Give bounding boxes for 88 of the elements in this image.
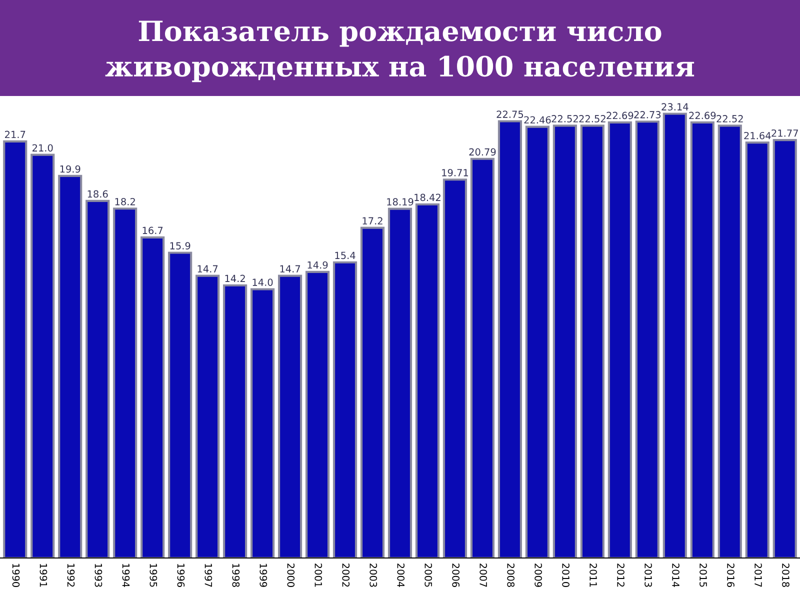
x-tick-label: 2016 [727,564,734,587]
bar [552,124,577,558]
data-label: 18.42 [414,194,440,202]
data-label: 21.64 [744,132,771,140]
x-tick-label: 1999 [260,564,268,587]
data-label: 22.75 [496,110,524,118]
x-tick-label: 1990 [12,564,20,587]
bar [745,142,770,558]
bar [196,274,220,558]
data-label: 15.9 [170,242,190,250]
data-label: 20.79 [469,148,496,156]
bar [113,208,138,558]
x-tick-label: 1996 [177,564,185,587]
bar [250,288,275,558]
x-tick-label: 2003 [370,564,378,587]
x-tick-label: 2009 [534,564,542,587]
data-label: 19.71 [442,168,468,176]
x-tick-label: 1991 [40,564,48,587]
data-label: 21.0 [32,144,53,152]
bar [690,121,714,558]
data-label: 22.46 [524,116,551,124]
bar [470,158,495,558]
data-label: 22.73 [634,111,661,118]
bar [305,270,330,558]
x-tick-label: 1994 [122,564,130,588]
bar [525,126,550,558]
bar [278,274,302,558]
bar [168,252,192,558]
x-tick-label: 2007 [480,564,488,587]
x-tick-label: 2008 [507,564,514,587]
bar [30,154,55,558]
data-label: 15.4 [335,252,356,260]
bar [360,226,385,558]
bar [580,124,604,558]
data-label: 16.7 [142,226,163,234]
data-label: 18.2 [115,198,135,206]
x-tick-label: 2001 [314,564,322,587]
x-tick-label: 2017 [754,564,762,587]
data-label: 17.2 [362,217,382,224]
data-label: 22.52 [579,115,606,122]
bar [718,124,742,558]
bar [608,121,632,558]
x-tick-label: 2014 [672,564,680,588]
data-label: 21.77 [772,129,798,137]
bar [442,178,468,558]
bar [772,139,797,558]
data-label: 14.9 [308,261,328,269]
data-label: 22.52 [552,115,578,122]
bar [388,208,412,558]
bar [662,112,687,558]
data-label: 14.7 [280,265,300,272]
data-label: 22.69 [689,112,716,120]
bar [415,203,440,558]
bar [86,200,110,558]
data-label: 22.52 [716,115,743,122]
x-tick-label: 1995 [150,564,158,587]
bar [3,140,28,558]
chart-title: Показатель рождаемости число живорожденных на 1000 населения [105,20,694,82]
x-tick-label: 2002 [342,564,350,587]
x-tick-label: 2005 [424,564,432,587]
data-label: 14.2 [225,274,245,282]
data-label: 14.0 [252,278,273,286]
x-tick-label: 1993 [94,564,102,587]
x-tick-label: 2004 [397,564,405,588]
bar [140,236,165,558]
x-tick-label: 2000 [287,564,295,587]
x-tick-label: 2012 [617,564,624,587]
data-label: 22.69 [606,112,634,120]
bar [223,284,248,558]
x-tick-label: 1998 [232,564,240,587]
x-tick-label: 2010 [562,564,570,587]
data-label: 19.9 [60,165,80,173]
bar [58,174,82,558]
bar [635,120,660,558]
data-label: 18.6 [88,190,108,198]
data-label: 14.7 [198,265,218,272]
x-tick-label: 1992 [67,564,75,587]
x-tick-label: 2011 [590,564,597,587]
x-tick-label: 2006 [452,564,460,587]
data-label: 23.14 [662,103,688,110]
x-tick-label: 1997 [204,564,212,587]
data-label: 21.7 [5,130,26,138]
x-tick-label: 2013 [644,564,652,587]
bar [498,120,522,558]
x-tick-label: 2015 [700,564,707,587]
x-tick-label: 2018 [782,564,790,587]
data-label: 18.19 [387,198,414,206]
bar [332,261,358,558]
